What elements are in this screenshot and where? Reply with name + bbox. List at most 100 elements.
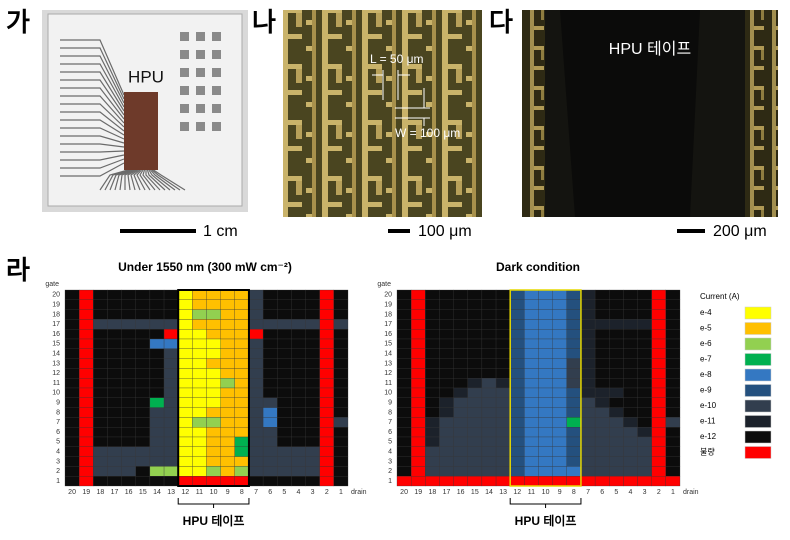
heatmap-cell [291, 427, 306, 438]
heatmap-cell [107, 289, 122, 300]
heatmap-cell [552, 299, 567, 310]
heatmap-cell [93, 299, 108, 310]
heatmap-cell [410, 309, 426, 320]
heatmap-cell [79, 456, 94, 467]
heatmap-cell [538, 289, 553, 300]
heatmap-cell [566, 319, 582, 330]
heatmap-cell [93, 427, 108, 438]
heatmap-cell [524, 466, 539, 477]
heatmap-cell [220, 436, 235, 447]
heatmap-cell [192, 446, 207, 457]
heatmap-cell [135, 417, 151, 428]
heatmap-cell [665, 358, 681, 369]
heatmap-cell [135, 348, 151, 359]
heatmap-cell [192, 329, 207, 340]
heatmap-cell [495, 407, 511, 418]
heatmap-cell [580, 289, 596, 300]
heatmap-cell [524, 436, 539, 447]
heatmap-cell [93, 407, 108, 418]
heatmap-cell [135, 427, 151, 438]
heatmap-cell [566, 397, 582, 408]
heatmap-cell [107, 436, 122, 447]
heatmap-cell [107, 329, 122, 340]
heatmap-cell [149, 348, 165, 359]
heatmap-cell [467, 289, 483, 300]
heatmap-cell [206, 319, 221, 330]
pad [212, 104, 221, 113]
heatmap-cell [93, 476, 108, 487]
heatmap-cell [234, 289, 250, 300]
heatmap-cell [566, 368, 582, 379]
heatmap-cell [623, 329, 638, 340]
heatmap-cell [538, 476, 553, 487]
heatmap-cell [333, 299, 349, 310]
heatmap-cell [609, 338, 624, 349]
heatmap-cell [580, 378, 596, 389]
heatmap-cell [410, 397, 426, 408]
heatmap-cell [609, 289, 624, 300]
heatmap-cell [637, 309, 652, 320]
heatmap-cell [149, 397, 165, 408]
heatmap-cell [510, 397, 525, 408]
heatmap-cell [163, 309, 179, 320]
heatmap-cell [192, 309, 207, 320]
heatmap-cell [291, 466, 306, 477]
heatmap-cell [510, 436, 525, 447]
heatmap-cell [93, 338, 108, 349]
heatmap-cell [665, 417, 681, 428]
heatmap-cell [410, 436, 426, 447]
trace [60, 162, 125, 177]
heatmap-cell [495, 319, 511, 330]
heatmap-cell [609, 329, 624, 340]
heatmap-cell [594, 387, 610, 398]
heatmap-cell [291, 397, 306, 408]
heatmap-cell [410, 456, 426, 467]
heatmap-cell [580, 329, 596, 340]
heatmap-cell [580, 387, 596, 398]
legend-label: e-9 [700, 386, 712, 395]
trace [104, 169, 130, 191]
heatmap-cell [107, 466, 122, 477]
heatmap-cell [64, 299, 80, 310]
heatmap-cell [121, 358, 136, 369]
heatmap-cell [163, 299, 179, 310]
heatmap-cell [637, 446, 652, 457]
heatmap-cell [439, 387, 454, 398]
row-label: 10 [384, 390, 392, 397]
heatmap-cell [510, 289, 525, 300]
heatmap-cell [192, 436, 207, 447]
heatmap-cell [178, 358, 193, 369]
heatmap-cell [135, 368, 151, 379]
heatmap-cell [410, 358, 426, 369]
heatmap-cell [481, 299, 497, 310]
heatmap-cell [121, 338, 136, 349]
heatmap-cell [319, 387, 335, 398]
heatmap-cell [524, 446, 539, 457]
heatmap-cell [234, 397, 250, 408]
column-label: 11 [196, 489, 203, 496]
heatmap-cell [79, 368, 94, 379]
heatmap-cell [637, 397, 652, 408]
heatmap-cell [178, 397, 193, 408]
heatmap-cell [439, 378, 454, 389]
trace [148, 169, 171, 191]
column-label: 11 [528, 489, 535, 496]
heatmap-cell [206, 427, 221, 438]
row-label: 15 [52, 341, 60, 348]
heatmap-cell [163, 436, 179, 447]
heatmap-cell [149, 387, 165, 398]
legend-label: e-4 [700, 308, 712, 317]
heatmap-cell [410, 407, 426, 418]
row-label: 7 [56, 419, 60, 426]
heatmap-cell [206, 329, 221, 340]
heatmap-cell [439, 289, 454, 300]
heatmap-cell [651, 368, 667, 379]
legend-title: Current (A) [700, 292, 740, 301]
heatmap-cell [609, 319, 624, 330]
heatmap-cell [64, 358, 80, 369]
heatmap-cell [651, 348, 667, 359]
column-label: 14 [153, 489, 161, 496]
heatmap-cell [524, 397, 539, 408]
heatmap-cell [609, 368, 624, 379]
heatmap-cell [262, 407, 278, 418]
